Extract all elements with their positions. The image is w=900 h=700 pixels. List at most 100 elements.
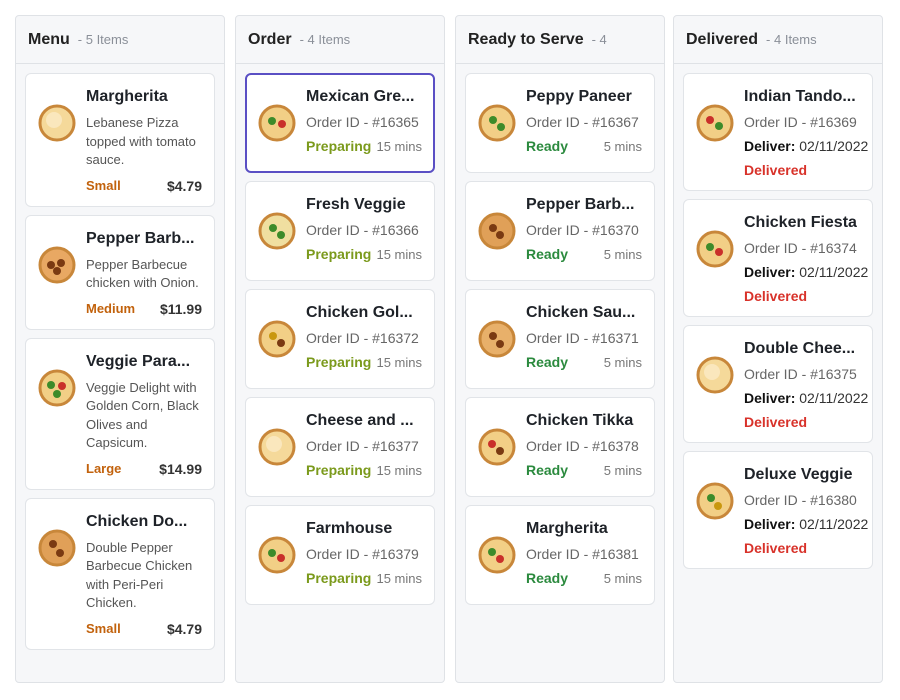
pizza-icon: [258, 536, 296, 574]
card-name: Cheese and ...: [306, 412, 414, 429]
card[interactable]: Chicken Tikka Order ID - #16378 Ready 5 min…: [465, 397, 655, 497]
column-title: Ready to Serve: [468, 30, 584, 48]
card-footer: Ready 5 mins: [526, 138, 642, 154]
card-list: Margherita Lebanese Pizza topped with tom…: [16, 64, 224, 667]
size: Medium: [86, 301, 136, 316]
card[interactable]: Pepper Barb... Order ID - #16370 Ready 5 mi…: [465, 181, 655, 281]
order-id: Order ID - #16369: [744, 114, 857, 130]
price: $4.79: [166, 620, 202, 637]
time: 15 mins: [376, 138, 422, 154]
deliver-date: 02/11/2022: [799, 516, 869, 532]
column: Menu - 5 Items Margherita Lebanese Pizza to…: [15, 15, 225, 683]
pizza-icon: [258, 104, 296, 142]
card[interactable]: Farmhouse Order ID - #16379 Preparing 15 mi…: [245, 505, 435, 605]
deliver-row: Deliver: 02/11/2022: [744, 516, 868, 532]
status: Preparing: [306, 246, 372, 262]
card-name: Double Chee...: [744, 340, 856, 357]
card-name: Chicken Sau...: [526, 304, 636, 321]
deliver-label: Deliver:: [744, 138, 796, 154]
card[interactable]: Chicken Fiesta Order ID - #16374 Deliver: …: [683, 199, 873, 317]
deliver-date: 02/11/2022: [799, 264, 869, 280]
status: Ready: [526, 246, 569, 262]
pizza-icon: [38, 104, 76, 142]
deliver-row: Deliver: 02/11/2022: [744, 138, 868, 154]
column: Ready to Serve - 4 Peppy Paneer Order ID - …: [455, 15, 665, 683]
card[interactable]: Chicken Do... Double Pepper Barbecue Chic…: [25, 497, 215, 650]
status: Preparing: [306, 354, 372, 370]
time: 15 mins: [376, 570, 422, 586]
card[interactable]: Deluxe Veggie Order ID - #16380 Deliver: 0…: [683, 451, 873, 569]
card-footer: Delivered: [744, 162, 860, 178]
card-name: Margherita: [86, 88, 168, 105]
deliver-row: Deliver: 02/11/2022: [744, 264, 868, 280]
card-footer: Preparing 15 mins: [306, 138, 422, 154]
card-name: Margherita: [526, 520, 608, 537]
pizza-icon: [478, 320, 516, 358]
card[interactable]: Chicken Gol... Order ID - #16372 Preparing…: [245, 289, 435, 389]
time: 5 mins: [603, 138, 642, 154]
order-id: Order ID - #16375: [744, 366, 857, 382]
order-id: Order ID - #16367: [526, 114, 639, 130]
card-footer: Delivered: [744, 414, 860, 430]
card-footer: Ready 5 mins: [526, 570, 642, 586]
order-id: Order ID - #16378: [526, 438, 639, 454]
column-count: - 5 Items: [77, 32, 129, 47]
status: Ready: [526, 462, 569, 478]
card[interactable]: Chicken Sau... Order ID - #16371 Ready 5 mi…: [465, 289, 655, 389]
pizza-icon: [696, 230, 734, 268]
pizza-icon: [478, 428, 516, 466]
card-name: Pepper Barb...: [86, 229, 195, 247]
card-name: Indian Tando...: [744, 88, 856, 105]
price: $14.99: [159, 460, 202, 477]
card[interactable]: Margherita Lebanese Pizza topped with tom…: [25, 73, 215, 207]
card[interactable]: Peppy Paneer Order ID - #16367 Ready 5 mins: [465, 73, 655, 173]
order-id: Order ID - #16374: [744, 240, 857, 256]
card-footer: Small $4.79: [86, 621, 202, 637]
card[interactable]: Pepper Barb... Pepper Barbecue chicken wi…: [25, 214, 215, 330]
column-title: Menu: [28, 30, 70, 48]
status: Delivered: [744, 540, 808, 556]
price: $4.79: [166, 177, 202, 194]
pizza-icon: [258, 212, 296, 250]
status: Preparing: [306, 138, 372, 154]
pizza-icon: [38, 369, 76, 406]
card-name: Chicken Tikka: [526, 412, 634, 429]
status: Preparing: [306, 570, 372, 586]
size: Small: [86, 178, 121, 193]
card[interactable]: Double Chee... Order ID - #16375 Deliver: …: [683, 325, 873, 443]
column-count: - 4 Items: [299, 32, 351, 47]
card-name: Chicken Do...: [86, 512, 188, 530]
card-list: Peppy Paneer Order ID - #16367 Ready 5 mins…: [456, 64, 664, 622]
card-description: Lebanese Pizza topped with tomato sauce.: [86, 115, 196, 167]
card[interactable]: Margherita Order ID - #16381 Ready 5 mins: [465, 505, 655, 605]
card[interactable]: Mexican Gre... Order ID - #16365 Preparing…: [245, 73, 435, 173]
time: 5 mins: [603, 246, 642, 262]
card-name: Farmhouse: [306, 520, 393, 537]
column-count: - 4 Items: [766, 32, 817, 47]
card[interactable]: Cheese and ... Order ID - #16377 Preparing…: [245, 397, 435, 497]
deliver-date: 02/11/2022: [799, 390, 869, 406]
pizza-icon: [696, 356, 734, 394]
status: Ready: [526, 354, 569, 370]
column: Delivered - 4 Items Indian Tando... Order I…: [673, 15, 883, 683]
order-id: Order ID - #16365: [306, 114, 419, 130]
card[interactable]: Indian Tando... Order ID - #16369 Deliver:…: [683, 73, 873, 191]
card-footer: Ready 5 mins: [526, 246, 642, 262]
card-name: Deluxe Veggie: [744, 466, 853, 483]
pizza-icon: [258, 428, 296, 466]
card-list: Mexican Gre... Order ID - #16365 Preparing…: [236, 64, 444, 622]
status: Ready: [526, 138, 569, 154]
column-header: Delivered - 4 Items: [674, 16, 882, 64]
card[interactable]: Veggie Para... Veggie Delight with Golden…: [25, 337, 215, 490]
size: Large: [86, 461, 122, 476]
card-footer: Ready 5 mins: [526, 462, 642, 478]
status: Preparing: [306, 462, 372, 478]
card-footer: Preparing 15 mins: [306, 354, 422, 370]
card-name: Chicken Fiesta: [744, 214, 857, 231]
status: Delivered: [744, 162, 808, 178]
column-header: Menu - 5 Items: [16, 16, 224, 64]
card-list: Indian Tando... Order ID - #16369 Deliver:…: [674, 64, 882, 586]
pizza-icon: [38, 246, 76, 283]
card[interactable]: Fresh Veggie Order ID - #16366 Preparing 15…: [245, 181, 435, 281]
